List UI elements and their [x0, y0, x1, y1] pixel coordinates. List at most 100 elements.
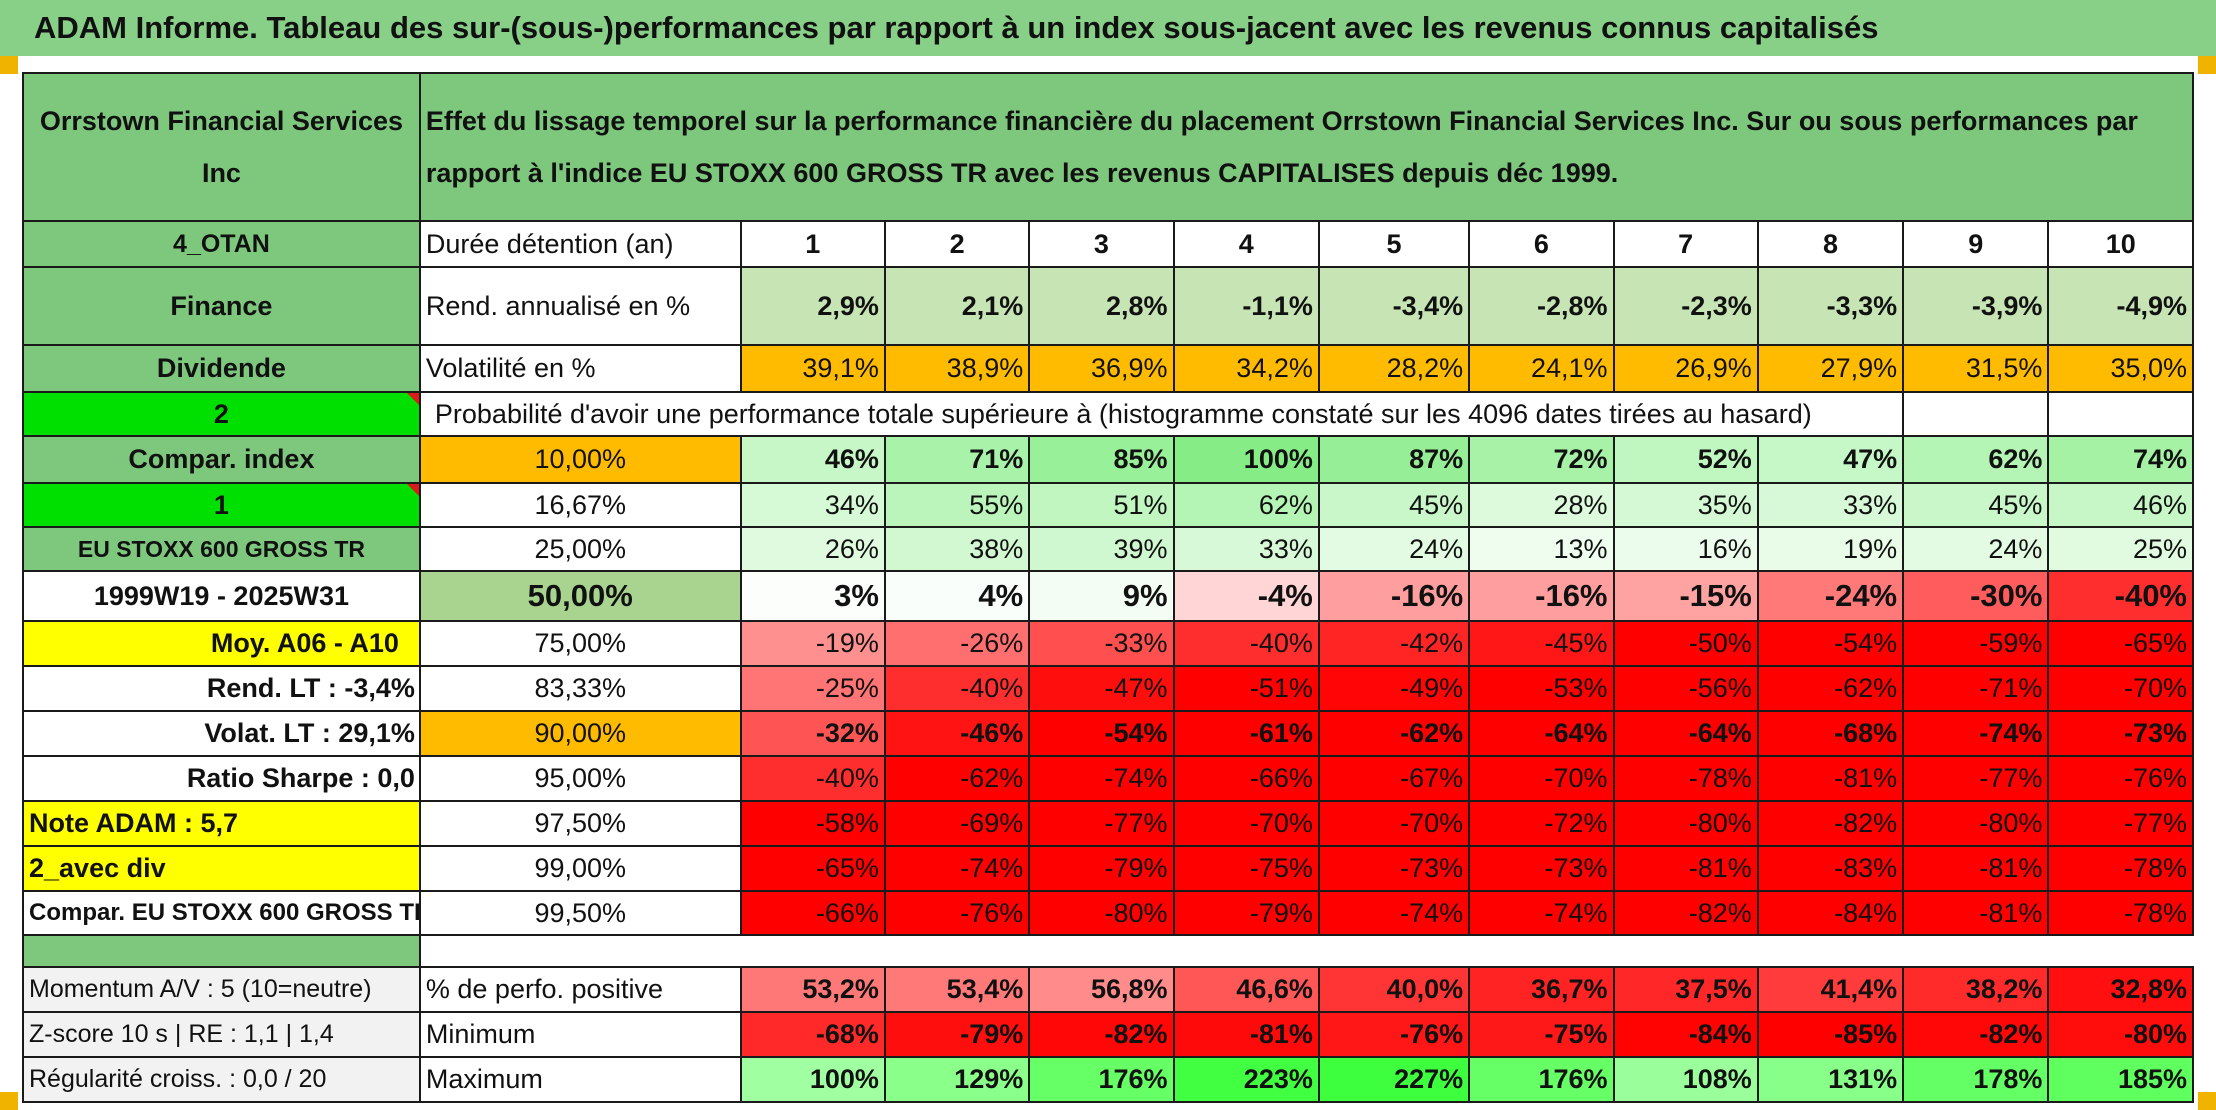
year-header: 8	[1756, 220, 1905, 268]
probability-value: 35%	[1612, 482, 1759, 528]
positive-performance-value: 53,2%	[739, 966, 886, 1013]
probability-value: -81%	[1612, 845, 1759, 892]
probability-value: -64%	[1468, 710, 1615, 757]
probability-value: -78%	[2047, 845, 2194, 892]
probability-value: -80%	[1612, 800, 1759, 847]
probability-value: -26%	[883, 620, 1031, 667]
probability-value: -74%	[883, 845, 1031, 892]
probability-value: -62%	[1317, 710, 1471, 757]
empty-cell	[1902, 391, 2050, 437]
adam-score: Note ADAM : 5,7	[22, 800, 421, 847]
sector-label: Finance	[22, 266, 421, 346]
minimum-value: -85%	[1756, 1011, 1905, 1058]
probability-value: -69%	[883, 800, 1031, 847]
probability-value: 46%	[739, 435, 886, 484]
probability-value: -76%	[2047, 755, 2194, 802]
table-heading: Effet du lissage temporel sur la perform…	[418, 72, 2195, 222]
probability-value: -46%	[883, 710, 1031, 757]
minimum-value: -75%	[1468, 1011, 1615, 1058]
maximum-value: 131%	[1756, 1056, 1905, 1103]
stock-code: 4_OTAN	[22, 220, 421, 268]
probability-value: 4%	[883, 570, 1031, 622]
maximum-value: 176%	[1468, 1056, 1615, 1103]
annual-return-value: -2,8%	[1468, 266, 1615, 346]
selector-value: 1	[22, 482, 421, 528]
volatility-value: 28,2%	[1317, 344, 1471, 393]
volatility-value: 26,9%	[1612, 344, 1759, 393]
probability-value: -65%	[739, 845, 886, 892]
probability-threshold: 10,00%	[418, 435, 742, 484]
probability-value: -16%	[1317, 570, 1471, 622]
probability-value: -40%	[1172, 620, 1320, 667]
annual-return-label: Rend. annualisé en %	[418, 266, 742, 346]
volatility-value: 31,5%	[1902, 344, 2050, 393]
volatility-value: 35,0%	[2047, 344, 2194, 393]
period-range: 1999W19 - 2025W31	[22, 570, 421, 622]
volatility-value: 27,9%	[1756, 344, 1905, 393]
probability-value: -49%	[1317, 665, 1471, 712]
year-header: 1	[739, 220, 886, 268]
maximum-value: 129%	[883, 1056, 1031, 1103]
volatility-value: 36,9%	[1028, 344, 1175, 393]
probability-value: 45%	[1902, 482, 2050, 528]
year-header: 6	[1468, 220, 1615, 268]
probability-value: -47%	[1028, 665, 1175, 712]
probability-value: -54%	[1028, 710, 1175, 757]
maximum-value: 185%	[2047, 1056, 2194, 1103]
annual-return-value: -3,4%	[1317, 266, 1471, 346]
separator-space	[419, 934, 2193, 968]
separator-bar	[22, 934, 421, 968]
regularity-label: Régularité croiss. : 0,0 / 20	[22, 1056, 421, 1103]
probability-value: -62%	[883, 755, 1031, 802]
positive-performance-value: 32,8%	[2047, 966, 2194, 1013]
minimum-value: -82%	[1028, 1011, 1175, 1058]
positive-performance-value: 37,5%	[1612, 966, 1759, 1013]
maximum-value: 108%	[1612, 1056, 1759, 1103]
probability-value: -51%	[1172, 665, 1320, 712]
sharpe-ratio: Ratio Sharpe : 0,0	[22, 755, 421, 802]
annual-return-value: -3,3%	[1756, 266, 1905, 346]
long-term-return: Rend. LT : -3,4%	[22, 665, 421, 712]
probability-value: -77%	[2047, 800, 2194, 847]
annual-return-value: 2,8%	[1028, 266, 1175, 346]
probability-value: 26%	[739, 526, 886, 572]
minimum-label: Minimum	[418, 1011, 742, 1058]
probability-value: -71%	[1902, 665, 2050, 712]
probability-value: -83%	[1756, 845, 1905, 892]
probability-value: 71%	[883, 435, 1031, 484]
company-name: Orrstown Financial Services Inc	[22, 72, 421, 222]
comparison-index: Compar. EU STOXX 600 GROSS TR	[22, 890, 421, 936]
probability-value: -19%	[739, 620, 886, 667]
probability-value: 62%	[1172, 482, 1320, 528]
compar-index-label: Compar. index	[22, 435, 421, 484]
probability-threshold: 83,33%	[418, 665, 742, 712]
positive-performance-value: 41,4%	[1756, 966, 1905, 1013]
annual-return-value: -4,9%	[2047, 266, 2194, 346]
minimum-value: -79%	[883, 1011, 1031, 1058]
probability-threshold: 99,00%	[418, 845, 742, 892]
year-header: 10	[2047, 220, 2194, 268]
probability-value: 39%	[1028, 526, 1175, 572]
probability-value: 33%	[1756, 482, 1905, 528]
probability-value: 34%	[739, 482, 886, 528]
dividend-label: Dividende	[22, 344, 421, 393]
probability-value: -74%	[1028, 755, 1175, 802]
probability-value: 3%	[739, 570, 886, 622]
probability-value: 28%	[1468, 482, 1615, 528]
positive-performance-value: 40,0%	[1317, 966, 1471, 1013]
average-label: Moy. A06 - A10	[22, 620, 421, 667]
year-header: 7	[1612, 220, 1759, 268]
probability-value: -40%	[883, 665, 1031, 712]
probability-value: -80%	[1028, 890, 1175, 936]
report-banner: ADAM Informe. Tableau des sur-(sous-)per…	[0, 0, 2216, 56]
annual-return-value: -1,1%	[1172, 266, 1320, 346]
probability-value: 100%	[1172, 435, 1320, 484]
minimum-value: -81%	[1172, 1011, 1320, 1058]
positive-performance-label: % de perfo. positive	[418, 966, 742, 1013]
volatility-label: Volatilité en %	[418, 344, 742, 393]
maximum-value: 100%	[739, 1056, 886, 1103]
probability-value: -84%	[1756, 890, 1905, 936]
probability-value: 45%	[1317, 482, 1471, 528]
probability-value: -66%	[1172, 755, 1320, 802]
probability-value: -78%	[2047, 890, 2194, 936]
